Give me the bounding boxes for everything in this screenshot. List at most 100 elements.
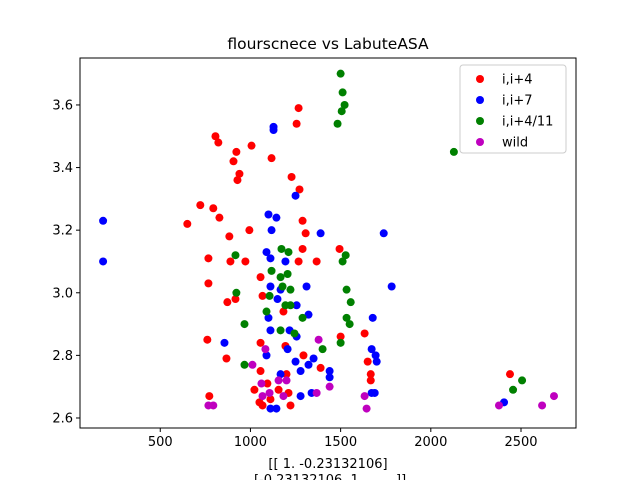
- point: [235, 169, 244, 178]
- point: [316, 363, 325, 372]
- point: [333, 119, 342, 128]
- point: [204, 279, 213, 288]
- point: [215, 213, 224, 222]
- point: [240, 320, 249, 329]
- point: [269, 125, 278, 134]
- point: [267, 226, 276, 235]
- point: [272, 213, 281, 222]
- point: [302, 282, 311, 291]
- legend-box: [459, 64, 567, 154]
- point: [272, 404, 281, 413]
- y-tick-label: 2.8: [52, 349, 73, 364]
- point: [340, 100, 349, 109]
- point: [295, 185, 304, 194]
- x-tick-label: 2000: [414, 435, 447, 450]
- point: [223, 298, 232, 307]
- point: [282, 376, 291, 385]
- y-tick-label: 3.4: [52, 161, 73, 176]
- point: [283, 269, 292, 278]
- legend-marker: [476, 96, 484, 104]
- legend-label: i,i+4/11: [502, 115, 553, 130]
- point: [232, 147, 241, 156]
- point: [266, 395, 275, 404]
- point: [262, 248, 271, 257]
- chart-title: flourscnece vs LabuteASA: [227, 35, 429, 53]
- point: [360, 329, 369, 338]
- point: [342, 285, 351, 294]
- x-tick-label: 1500: [324, 435, 357, 450]
- point: [337, 107, 346, 116]
- point: [209, 401, 218, 410]
- point: [231, 251, 240, 260]
- x-axis-label: [-0.23132106 1. ]]: [250, 473, 406, 480]
- point: [366, 376, 375, 385]
- point: [278, 282, 287, 291]
- plot-frame: [79, 57, 577, 429]
- point: [211, 132, 220, 141]
- point: [538, 401, 547, 410]
- point: [298, 216, 307, 225]
- point: [367, 345, 376, 354]
- point: [247, 141, 256, 150]
- point: [274, 376, 283, 385]
- point: [248, 360, 257, 369]
- point: [225, 232, 234, 241]
- point: [222, 354, 231, 363]
- point: [325, 367, 334, 376]
- point: [298, 313, 307, 322]
- point: [264, 210, 273, 219]
- y-tick-label: 2.6: [52, 411, 73, 426]
- point: [281, 257, 290, 266]
- point: [290, 329, 299, 338]
- point: [204, 254, 213, 263]
- point: [256, 367, 265, 376]
- point: [232, 288, 241, 297]
- point: [241, 257, 250, 266]
- legend-marker: [476, 138, 484, 146]
- point: [240, 360, 249, 369]
- point: [233, 176, 242, 185]
- point: [284, 248, 293, 257]
- point: [449, 147, 458, 156]
- point: [325, 373, 334, 382]
- point: [363, 357, 372, 366]
- point: [183, 219, 192, 228]
- point: [283, 345, 292, 354]
- point: [266, 404, 275, 413]
- point: [276, 326, 285, 335]
- point: [316, 229, 325, 238]
- point: [371, 351, 380, 360]
- point: [325, 382, 334, 391]
- point: [301, 229, 310, 238]
- x-tick-label: 500: [148, 435, 173, 450]
- point: [245, 226, 254, 235]
- x-axis-label: [[ 1. -0.23132106]: [268, 457, 387, 472]
- y-tick-label: 3.6: [52, 98, 73, 113]
- point: [282, 370, 291, 379]
- y-tick-label: 3.0: [52, 286, 73, 301]
- point: [258, 291, 267, 300]
- point: [276, 370, 285, 379]
- point: [231, 295, 240, 304]
- point: [263, 379, 272, 388]
- point: [196, 201, 205, 210]
- point: [267, 266, 276, 275]
- point: [309, 354, 318, 363]
- point: [304, 310, 313, 319]
- point: [370, 388, 379, 397]
- point: [257, 379, 266, 388]
- point: [494, 401, 503, 410]
- point: [262, 351, 271, 360]
- point: [267, 154, 276, 163]
- point: [214, 138, 223, 147]
- legend-label: i,i+7: [502, 94, 533, 109]
- point: [360, 392, 369, 401]
- point: [273, 295, 282, 304]
- point: [220, 338, 229, 347]
- point: [266, 326, 275, 335]
- point: [296, 367, 305, 376]
- point: [299, 351, 308, 360]
- point: [250, 385, 259, 394]
- point: [366, 370, 375, 379]
- point: [338, 257, 347, 266]
